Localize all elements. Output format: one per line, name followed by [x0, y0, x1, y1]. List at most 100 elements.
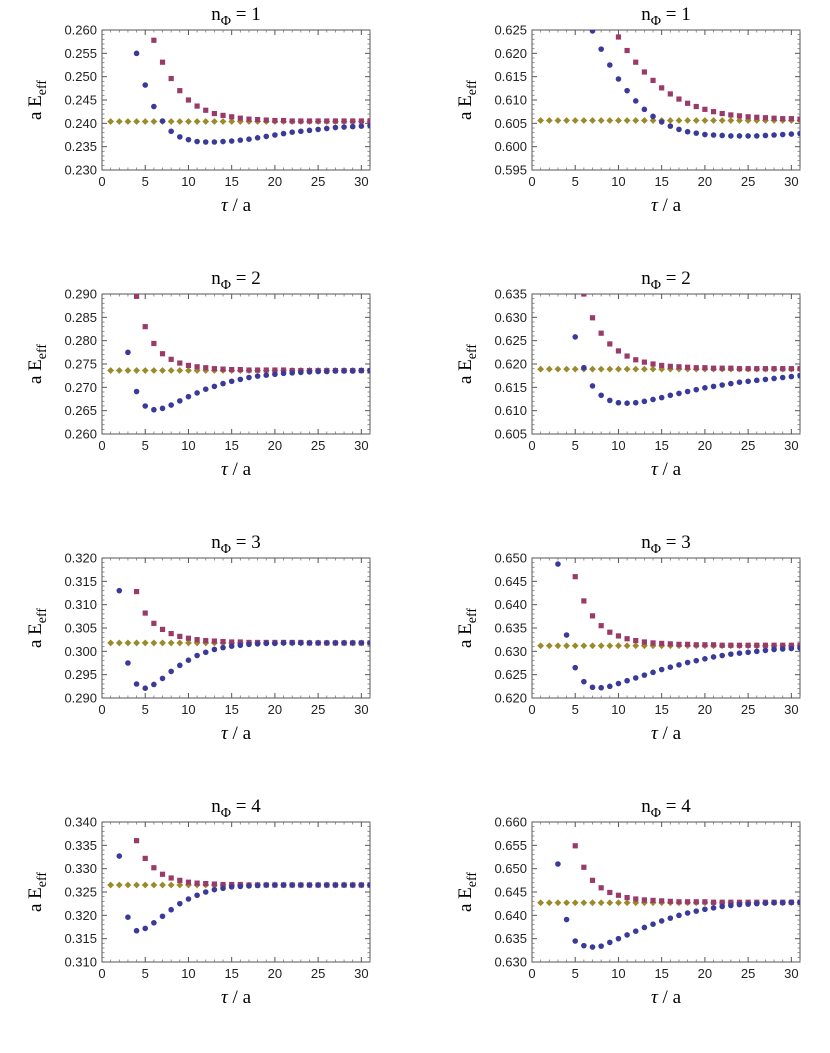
data-point-circle — [332, 640, 339, 646]
data-point-diamond — [202, 367, 210, 374]
data-point-circle — [133, 681, 140, 687]
data-point-square — [589, 315, 596, 321]
data-point-square — [797, 116, 800, 122]
data-point-circle — [367, 640, 370, 646]
y-tick-label: 0.655 — [494, 838, 527, 853]
data-point-diamond — [692, 117, 700, 124]
data-point-diamond — [563, 117, 570, 124]
y-axis-main: a E — [455, 359, 476, 384]
data-point-diamond — [744, 117, 752, 124]
data-point-circle — [719, 652, 725, 659]
data-point-diamond — [701, 117, 709, 124]
data-point-circle — [202, 649, 209, 656]
title-equals: = — [231, 4, 251, 25]
data-point-diamond — [133, 881, 140, 889]
data-point-square — [719, 642, 725, 648]
data-point-circle — [667, 664, 674, 670]
x-tick-label: 5 — [572, 174, 579, 189]
data-point-circle — [246, 883, 252, 889]
data-point-diamond — [167, 639, 175, 647]
data-point-circle — [615, 76, 622, 82]
y-tick-label: 0.625 — [494, 23, 527, 38]
data-point-circle — [168, 128, 174, 135]
panel-7: nΦ = 4 0 5 10 15 20 25 30 0.310 0.315 0.320 0.325 0.… — [25, 796, 371, 1008]
y-axis-subscript: eff — [35, 80, 50, 96]
data-point-square — [676, 899, 682, 905]
data-point-square — [306, 118, 313, 124]
data-point-circle — [289, 640, 295, 646]
data-point-circle — [676, 912, 682, 919]
data-point-circle — [753, 133, 760, 139]
x-axis-unit: / a — [658, 459, 682, 480]
y-axis-main: a E — [455, 887, 476, 912]
data-point-diamond — [159, 639, 166, 647]
data-point-circle — [762, 376, 769, 383]
y-tick-label: 0.630 — [494, 955, 527, 970]
x-tick-label: 25 — [311, 966, 325, 981]
panel-2: nΦ = 10 5 10 15 20 25 300.5950.6000.6050.6100.… — [455, 4, 801, 216]
data-point-square — [133, 838, 140, 844]
data-point-circle — [658, 119, 665, 125]
x-tick-label: 5 — [572, 438, 579, 453]
x-axis-tau: τ — [221, 195, 229, 216]
data-point-circle — [237, 137, 244, 143]
series-group — [537, 294, 800, 407]
data-point-circle — [684, 128, 691, 135]
data-point-circle — [358, 882, 365, 888]
x-axis-tau: τ — [651, 459, 659, 480]
data-point-circle — [323, 368, 330, 375]
y-tick-label: 0.615 — [494, 69, 527, 84]
data-point-square — [693, 642, 699, 648]
data-point-diamond — [649, 117, 657, 124]
data-point-circle — [211, 383, 218, 390]
data-point-square — [324, 118, 330, 124]
data-point-square — [177, 88, 183, 94]
data-point-square — [151, 37, 157, 43]
data-point-circle — [624, 87, 630, 94]
data-point-square — [237, 639, 243, 645]
y-tick-label: 0.610 — [494, 403, 527, 418]
data-point-diamond — [107, 367, 115, 374]
data-point-circle — [702, 656, 708, 662]
data-point-square — [719, 899, 725, 905]
data-point-circle — [358, 640, 365, 646]
x-axis-tau: τ — [221, 987, 229, 1008]
series-group — [537, 843, 800, 950]
x-tick-label: 25 — [311, 174, 325, 189]
data-point-diamond — [597, 365, 605, 373]
x-axis-label: τ / a — [221, 987, 252, 1008]
x-tick-label: 30 — [784, 966, 798, 981]
data-point-square — [246, 367, 252, 373]
data-point-diamond — [736, 117, 743, 124]
x-tick-label: 5 — [142, 174, 149, 189]
data-point-diamond — [185, 118, 192, 125]
y-tick-label: 0.270 — [64, 380, 97, 395]
x-tick-label: 5 — [142, 702, 149, 717]
plot-frame — [101, 29, 371, 171]
data-point-circle — [349, 368, 356, 374]
data-point-circle — [702, 131, 708, 138]
data-point-square — [667, 641, 673, 647]
data-point-circle — [367, 882, 370, 888]
data-point-circle — [658, 666, 665, 673]
x-tick-label: 10 — [181, 966, 195, 981]
y-tick-label: 0.300 — [64, 644, 97, 659]
data-point-circle — [142, 82, 149, 88]
data-point-square — [659, 85, 665, 91]
title-prefix: n — [641, 4, 651, 25]
data-point-square — [367, 118, 370, 124]
data-point-diamond — [107, 639, 115, 647]
data-point-circle — [632, 675, 639, 681]
data-point-circle — [341, 882, 347, 888]
y-tick-label: 0.325 — [64, 885, 97, 900]
x-tick-label: 20 — [698, 966, 712, 981]
data-point-circle — [607, 62, 613, 68]
data-point-diamond — [666, 117, 674, 124]
data-point-diamond — [554, 642, 562, 650]
data-point-diamond — [537, 899, 545, 907]
x-tick-label: 30 — [354, 966, 368, 981]
data-point-square — [633, 357, 639, 363]
y-axis-main: a E — [455, 95, 476, 120]
data-point-circle — [185, 136, 192, 143]
data-point-circle — [589, 30, 596, 34]
